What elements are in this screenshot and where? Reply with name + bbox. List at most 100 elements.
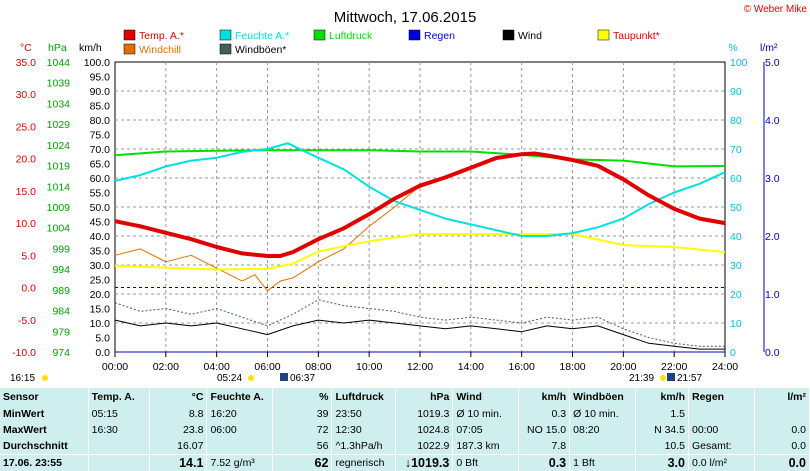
wind-tick-label: 50.0 [90,202,111,214]
stats-cell: N 34.5 [635,422,690,438]
sunrise-icon [280,373,288,381]
stats-row: MinWert 05:15 8.8 16:20 39 23:50 1019.3 Ø 10 mi… [0,406,810,422]
legend-swatch [502,29,515,41]
rain-tick-label: 5.0 [765,57,780,69]
stats-header-cell: Regen [688,388,755,406]
stats-cell: 1019.3 [395,406,454,422]
stats-table: Sensor Temp. A. °C Feuchte A.% Luftdruck hPa W… [0,388,810,471]
wind-tick-label: 40.0 [90,231,111,243]
legend-label: Windchill [139,44,181,56]
rain-axis-label: l/m² [760,42,778,54]
series-line-luftdruck [114,149,726,168]
stats-cell: 23:50 [331,406,396,422]
rain-tick-label: 1.0 [765,289,780,301]
temp-tick-label: 0.0 [21,283,36,295]
temp-tick-label: -5.0 [18,315,36,327]
stats-header-cell: °C [149,388,208,406]
sunrise-sun-icon [248,375,254,381]
sunset-icon [667,373,675,381]
humidity-tick-label: 30 [730,260,742,272]
stats-cell: 0.0 l/m² [688,454,755,471]
stats-cell [206,438,274,455]
wind-tick-label: 75.0 [90,130,111,142]
humidity-tick-label: 50 [730,202,742,214]
legend-swatch [219,29,232,41]
stats-cell: 72 [272,422,333,438]
legend-swatch [123,29,136,41]
rain-tick-label: 4.0 [765,115,780,127]
pressure-tick-label: 974 [52,347,70,359]
stats-cell: 00:00 [688,422,755,438]
pressure-tick-label: 1044 [47,57,71,69]
humidity-tick-label: 0 [730,347,736,359]
stats-cell: Ø 10 min. [569,406,636,422]
pressure-tick-label: 1039 [47,78,71,90]
stats-cell: ↓1019.3 [395,454,454,471]
x-tick-label: 02:00 [153,361,179,373]
copyright-label: © Weber Mike [744,4,808,15]
legend-label: Wind [518,30,542,42]
wind-tick-label: 95.0 [90,72,111,84]
stats-cell: 0 Bft [452,454,519,471]
series-line-windb-en [114,299,725,347]
pressure-tick-label: 994 [52,264,70,276]
stats-cell: 05:15 [88,406,151,422]
rain-tick-label: 3.0 [765,173,780,185]
humidity-tick-label: 70 [730,144,742,156]
humidity-tick-label: 10 [730,318,742,330]
stats-cell: 62 [272,454,333,471]
pressure-tick-label: 999 [52,243,70,255]
x-tick-label: 12:00 [407,361,433,373]
sun-icon [42,375,48,381]
stats-header-cell: Sensor [0,388,89,406]
stats-cell: 7.8 [518,438,571,455]
humidity-tick-label: 100 [730,57,748,69]
stats-header-cell: hPa [395,388,454,406]
axis-ticks: 35.0 30.0 25.0 20.0 15.0 10.0 5.0 0.0 -5.0 -10.0 1… [12,57,780,373]
wind-tick-label: 10.0 [90,318,111,330]
wind-tick-label: 100.0 [84,57,110,69]
sunset-label: 21:57 [677,373,702,384]
stats-cell: 0.0 [754,438,810,455]
stats-row: 17.06. 23:55 14.1 7.52 g/m³ 62 regnerisch ↓10… [0,454,810,471]
x-tick-label: 20:00 [610,361,636,373]
stats-cell: 14.1 [149,454,208,471]
stats-cell: 0.3 [518,454,571,471]
wind-tick-label: 80.0 [90,115,111,127]
legend-label: Feuchte A.* [235,30,289,42]
wind-tick-label: 0.0 [95,347,110,359]
x-tick-label: 16:00 [509,361,535,373]
stats-cell: 16:20 [206,406,274,422]
x-tick-label: 00:00 [102,361,128,373]
legend-swatch [219,43,232,55]
x-tick-label: 04:00 [204,361,230,373]
series-line-windchill [114,185,421,292]
stats-header-cell: % [272,388,333,406]
wind-tick-label: 20.0 [90,289,111,301]
stats-header-cell: Wind [452,388,519,406]
humidity-tick-label: 40 [730,231,742,243]
stats-header-cell: l/m² [754,388,810,406]
x-tick-label: 18:00 [559,361,585,373]
legend-swatch [597,29,610,41]
series-line-wind [114,319,725,350]
stats-cell [688,406,755,422]
rain-tick-label: 2.0 [765,231,780,243]
stats-cell: 0.0 [754,454,810,471]
stats-header-cell: Windböen [569,388,636,406]
stats-cell: 23.8 [149,422,208,438]
x-tick-label: 10:00 [356,361,382,373]
humidity-tick-label: 90 [730,86,742,98]
stats-row: Durchschnitt 16.07 56 ^1.3hPa/h 1022.9 187.3 … [0,438,810,455]
sunrise-small-label: 05:24 [217,373,242,384]
wind-tick-label: 25.0 [90,275,111,287]
rain-tick-label: 0.0 [765,347,780,359]
stats-panel: Sensor Temp. A. °C Feuchte A.% Luftdruck hPa W… [0,388,810,471]
stats-cell: 07:05 [452,422,519,438]
pressure-tick-label: 1019 [47,161,71,173]
wind-tick-label: 15.0 [90,304,111,316]
stats-cell: 16.07 [149,438,208,455]
pressure-tick-label: 984 [52,306,70,318]
stats-cell [88,454,151,471]
stats-cell: 56 [272,438,333,455]
